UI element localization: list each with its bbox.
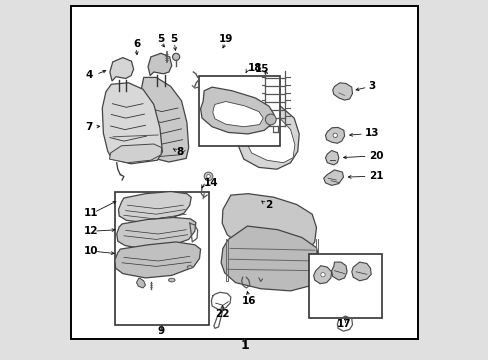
Text: 15: 15 bbox=[254, 64, 268, 74]
Text: 7: 7 bbox=[85, 122, 93, 132]
Circle shape bbox=[265, 114, 276, 125]
Text: 19: 19 bbox=[218, 34, 232, 44]
Polygon shape bbox=[117, 217, 196, 249]
Text: 10: 10 bbox=[84, 246, 99, 256]
Polygon shape bbox=[242, 101, 294, 163]
Text: 5: 5 bbox=[157, 34, 164, 44]
Text: 1: 1 bbox=[240, 339, 248, 352]
Polygon shape bbox=[148, 53, 171, 76]
Text: 20: 20 bbox=[368, 150, 383, 161]
Text: 17: 17 bbox=[337, 319, 351, 329]
Text: 11: 11 bbox=[84, 208, 99, 218]
Circle shape bbox=[204, 172, 212, 181]
Polygon shape bbox=[325, 127, 344, 143]
Polygon shape bbox=[110, 58, 133, 81]
Text: 16: 16 bbox=[241, 296, 256, 306]
Polygon shape bbox=[115, 242, 200, 278]
Text: 8: 8 bbox=[177, 147, 183, 157]
Ellipse shape bbox=[187, 266, 192, 269]
Text: 2: 2 bbox=[265, 200, 272, 210]
Polygon shape bbox=[332, 83, 352, 100]
Text: 22: 22 bbox=[215, 309, 229, 319]
Polygon shape bbox=[222, 194, 316, 256]
Polygon shape bbox=[109, 144, 162, 163]
Ellipse shape bbox=[168, 278, 175, 282]
Circle shape bbox=[206, 175, 210, 178]
Text: 3: 3 bbox=[368, 81, 375, 91]
Circle shape bbox=[332, 133, 337, 138]
Bar bbox=[199, 76, 279, 146]
Polygon shape bbox=[351, 262, 370, 281]
Polygon shape bbox=[325, 150, 338, 165]
Text: 14: 14 bbox=[204, 177, 218, 188]
Polygon shape bbox=[331, 262, 346, 280]
Polygon shape bbox=[221, 226, 320, 291]
Text: 6: 6 bbox=[133, 39, 140, 49]
Polygon shape bbox=[212, 102, 263, 127]
Bar bbox=[309, 254, 381, 318]
Circle shape bbox=[320, 273, 325, 277]
Text: 12: 12 bbox=[84, 226, 99, 236]
Polygon shape bbox=[313, 266, 331, 284]
Text: 4: 4 bbox=[85, 69, 93, 80]
Text: 18: 18 bbox=[247, 63, 262, 73]
Text: 9: 9 bbox=[157, 326, 164, 336]
Polygon shape bbox=[236, 92, 299, 169]
Polygon shape bbox=[118, 192, 191, 222]
Text: 21: 21 bbox=[368, 171, 383, 181]
Polygon shape bbox=[136, 278, 145, 288]
Polygon shape bbox=[200, 87, 273, 134]
Bar bbox=[115, 192, 209, 325]
Polygon shape bbox=[323, 170, 343, 185]
Text: 13: 13 bbox=[365, 128, 379, 138]
Text: 5: 5 bbox=[170, 34, 178, 44]
Circle shape bbox=[172, 53, 179, 60]
Polygon shape bbox=[102, 83, 162, 164]
Polygon shape bbox=[138, 77, 188, 162]
